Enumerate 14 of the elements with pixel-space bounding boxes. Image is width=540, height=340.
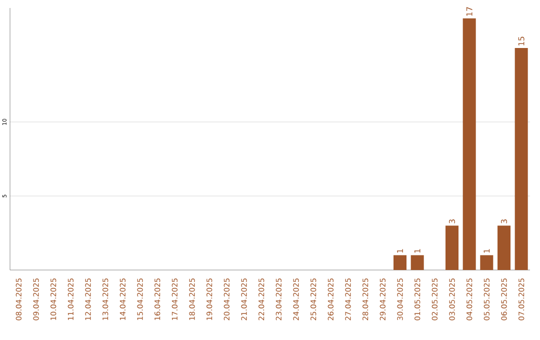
bar bbox=[514, 48, 528, 270]
data-label: 1 bbox=[397, 249, 403, 253]
bar bbox=[462, 18, 476, 270]
bar bbox=[498, 226, 511, 270]
bar bbox=[446, 226, 459, 270]
data-label: 3 bbox=[500, 219, 508, 224]
data-label: 1 bbox=[414, 249, 420, 253]
bar bbox=[394, 255, 407, 270]
data-label: 1 bbox=[484, 249, 490, 253]
bar bbox=[480, 255, 494, 270]
data-label: 17 bbox=[466, 7, 472, 16]
data-label: 15 bbox=[518, 36, 524, 46]
bar bbox=[410, 255, 424, 270]
data-label: 3 bbox=[448, 219, 456, 224]
